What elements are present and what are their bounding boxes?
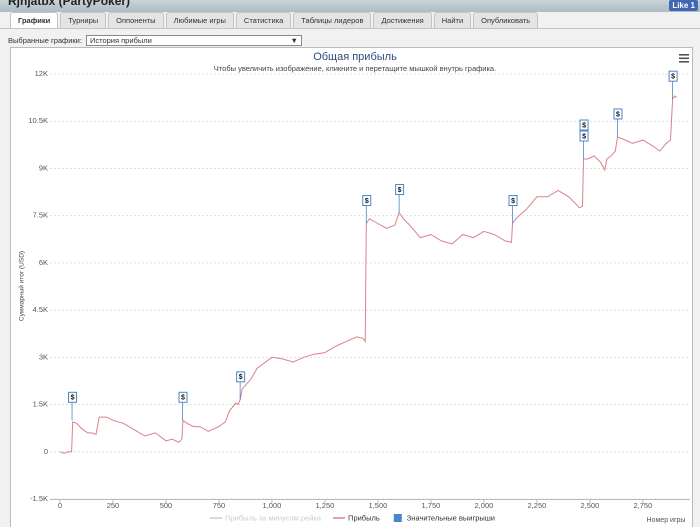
big-win-flag: $ (613, 108, 623, 137)
legend-symbol (393, 514, 402, 522)
legend-item[interactable]: Прибыль (333, 513, 380, 522)
big-win-flag: $ (579, 130, 589, 159)
flag-label: $ (511, 198, 515, 205)
flag-label: $ (239, 374, 243, 381)
flag-box (178, 391, 188, 403)
legend-label: Прибыль за минусом рейка (225, 513, 322, 522)
y-tick-label: 12K (35, 69, 48, 78)
selector-value: История прибыли (89, 36, 152, 45)
big-win-flag: $ (362, 195, 372, 224)
big-win-flag: $ (668, 70, 678, 100)
x-tick-label: 2,250 (528, 501, 547, 510)
tab[interactable]: Опубликовать (473, 12, 539, 28)
chart-title: Общая прибыль (313, 51, 397, 63)
chart-subtitle: Чтобы увеличить изображение, кликните и … (214, 64, 496, 73)
y-tick-label: 6K (39, 258, 48, 267)
legend-item[interactable]: Прибыль за минусом рейка (210, 513, 322, 522)
tab[interactable]: Достижения (373, 12, 432, 28)
y-tick-label: 1.5K (33, 400, 48, 409)
tab[interactable]: Любимые игры (165, 12, 234, 28)
x-tick-label: 1,750 (422, 501, 441, 510)
big-win-flag: $ (68, 391, 78, 421)
selector-label: Выбранные графики: (8, 36, 82, 45)
header-title: Rjhjatbx (PartyPoker) (8, 0, 131, 8)
like-button[interactable]: Like 1 (669, 0, 698, 11)
legend-label: Значительные выигрыши (407, 513, 495, 522)
y-tick-label: 9K (39, 163, 48, 172)
tab[interactable]: Найти (433, 12, 472, 28)
big-win-flag: $ (579, 119, 589, 131)
tab[interactable]: Статистика (235, 12, 292, 28)
flag-label: $ (365, 198, 369, 205)
flag-label: $ (616, 111, 620, 118)
profit-line (59, 95, 678, 454)
flag-box (395, 184, 405, 196)
flag-box (236, 371, 246, 383)
flag-label: $ (582, 122, 586, 129)
flag-label: $ (582, 133, 586, 140)
x-tick-label: 1,250 (316, 501, 335, 510)
chart-frame (10, 47, 693, 527)
tab[interactable]: Графики (10, 12, 59, 28)
legend-item[interactable]: Значительные выигрыши (393, 513, 495, 522)
flag-box (579, 119, 589, 131)
x-tick-label: 0 (58, 501, 62, 510)
x-tick-label: 1,500 (369, 501, 388, 510)
flag-box (362, 195, 372, 207)
x-tick-label: 1,000 (263, 501, 282, 510)
flag-label: $ (71, 395, 75, 402)
menu-icon[interactable] (679, 54, 689, 63)
legend-label: Прибыль (348, 513, 380, 522)
flag-box (613, 108, 623, 120)
y-tick-label: 3K (39, 352, 48, 361)
selector-arrow: ▼ (290, 36, 298, 45)
y-axis-title: Суммарный итог (USD) (18, 251, 26, 321)
tabs: Графики Турниры Оппоненты Любимые игры Стати… (10, 12, 539, 28)
y-tick-label: 7.5K (33, 211, 48, 220)
flag-label: $ (671, 74, 675, 81)
flag-label: $ (398, 187, 402, 194)
big-win-flag: $ (395, 184, 405, 213)
flag-box (579, 130, 589, 142)
big-win-flag: $ (178, 391, 188, 421)
y-tick-label: -1.5K (30, 494, 48, 503)
header: Rjhjatbx (PartyPoker) Like 1 (0, 0, 700, 12)
x-tick-label: 2,500 (581, 501, 600, 510)
x-tick-label: 500 (160, 501, 173, 510)
x-tick-label: 250 (107, 501, 120, 510)
y-tick-label: 10.5K (28, 116, 48, 125)
flag-box (68, 391, 78, 403)
y-tick-label: 0 (44, 447, 48, 456)
big-win-flag: $ (508, 195, 518, 224)
flag-box (508, 195, 518, 207)
x-axis-title: Номер игры (647, 517, 686, 524)
x-tick-label: 2,750 (634, 501, 653, 510)
tab[interactable]: Турниры (60, 12, 107, 28)
tab[interactable]: Оппоненты (108, 12, 164, 28)
tab[interactable]: Таблицы лидеров (293, 12, 372, 28)
selector-box[interactable]: История прибыли ▼ (85, 35, 302, 46)
big-win-flag: $ (236, 371, 246, 400)
flag-label: $ (181, 395, 185, 402)
flag-box (668, 70, 678, 82)
y-tick-label: 4.5K (33, 305, 48, 314)
x-tick-label: 750 (213, 501, 226, 510)
selector: Выбранные графики: История прибыли ▼ (8, 35, 302, 46)
tabs-border (0, 28, 700, 29)
x-tick-label: 2,000 (475, 501, 494, 510)
